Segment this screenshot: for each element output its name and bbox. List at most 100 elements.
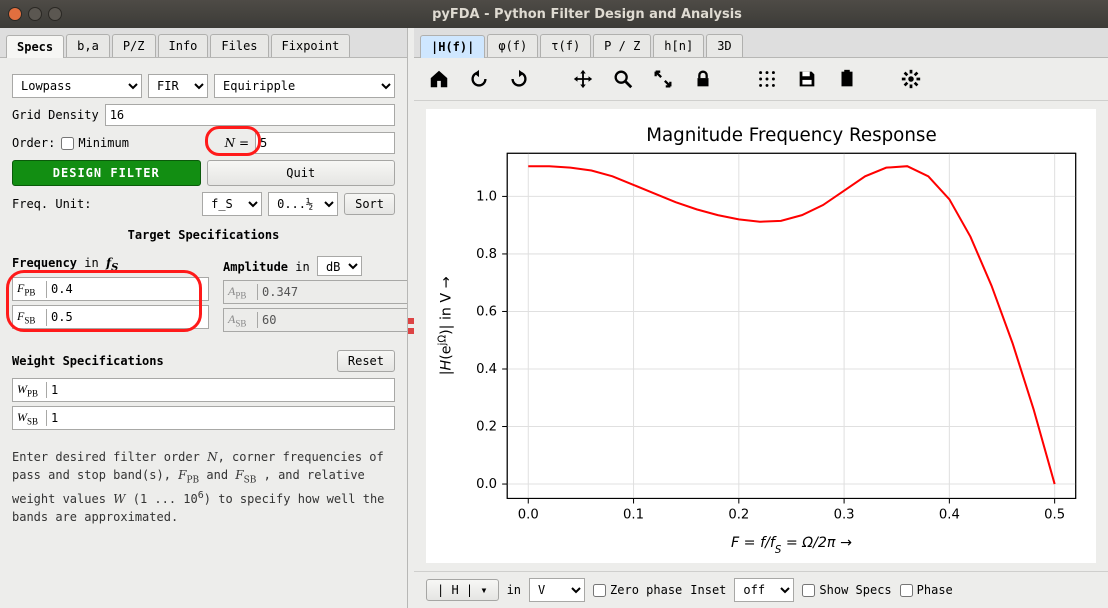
undo-icon[interactable] [466,66,492,92]
h-mode-button[interactable]: | H | ▾ [426,579,499,601]
svg-text:0.4: 0.4 [939,508,960,523]
inset-label: Inset [690,583,726,597]
w-pb-row: WPB [12,378,395,402]
w-sb-input[interactable] [47,407,394,429]
tab-files[interactable]: Files [210,34,268,57]
grid-density-label: Grid Density [12,108,99,122]
frequency-heading: Frequency in fS [12,256,209,273]
w-pb-label: WPB [13,382,47,398]
in-label: in [507,583,521,597]
f-sb-input[interactable] [47,306,208,328]
amplitude-unit-select[interactable]: dB [317,256,362,276]
design-algo-select[interactable]: Equiripple [214,74,395,98]
plot-area: 0.0 0.1 0.2 0.3 0.4 0.5 0.0 0.2 0.4 0.6 0.8 1.0 Magn… [426,109,1096,563]
splitter-handle[interactable] [408,28,414,608]
svg-text:0.0: 0.0 [518,508,539,523]
f-pb-label: FPB [13,281,47,297]
order-label: Order: [12,136,55,150]
tab-specs[interactable]: Specs [6,35,64,58]
inset-select[interactable]: off [734,578,794,602]
magnitude-response-chart: 0.0 0.1 0.2 0.3 0.4 0.5 0.0 0.2 0.4 0.6 0.8 1.0 Magn… [426,109,1096,563]
svg-text:0.4: 0.4 [476,362,497,377]
svg-text:|H(ejΩ)| in V →: |H(ejΩ)| in V → [437,276,455,375]
tab-fixpoint[interactable]: Fixpoint [271,34,351,57]
reset-weights-button[interactable]: Reset [337,350,395,372]
svg-text:0.6: 0.6 [476,305,497,320]
right-tabs: |H(f)| φ(f) τ(f) P / Z h[n] 3D [414,28,1108,58]
svg-text:0.2: 0.2 [476,420,497,435]
window-maximize-button[interactable] [48,7,62,21]
order-n-input[interactable] [255,132,395,154]
redo-icon[interactable] [506,66,532,92]
f-sb-row: FSB [12,305,209,329]
window-titlebar: pyFDA - Python Filter Design and Analysi… [0,0,1108,28]
w-sb-label: WSB [13,410,47,426]
save-icon[interactable] [794,66,820,92]
f-pb-row: FPB [12,277,209,301]
freq-format-select[interactable]: 0...½ [268,192,338,216]
svg-text:0.3: 0.3 [834,508,855,523]
freq-unit-select[interactable]: f_S [202,192,262,216]
tab-hf[interactable]: |H(f)| [420,35,485,58]
w-sb-row: WSB [12,406,395,430]
tab-pz[interactable]: P/Z [112,34,156,57]
hint-text: Enter desired filter order N, corner fre… [12,448,395,526]
tab-tau[interactable]: τ(f) [540,34,591,57]
filter-kind-select[interactable]: FIR [148,74,208,98]
f-pb-input[interactable] [47,278,208,300]
plot-toolbar [414,58,1108,101]
sort-button[interactable]: Sort [344,193,395,215]
fullview-icon[interactable] [650,66,676,92]
design-filter-button[interactable]: DESIGN FILTER [12,160,201,186]
svg-text:0.5: 0.5 [1044,508,1065,523]
specs-panel: Specs b,a P/Z Info Files Fixpoint Lowpas… [0,28,408,608]
grid-density-input[interactable] [105,104,395,126]
svg-text:0.0: 0.0 [476,477,497,492]
svg-text:0.1: 0.1 [623,508,644,523]
svg-text:Magnitude Frequency Response: Magnitude Frequency Response [646,125,936,146]
tab-info[interactable]: Info [158,34,209,57]
plot-panel: |H(f)| φ(f) τ(f) P / Z h[n] 3D [414,28,1108,608]
window-title: pyFDA - Python Filter Design and Analysi… [74,7,1100,22]
y-unit-select[interactable]: V [529,578,585,602]
zoom-icon[interactable] [610,66,636,92]
window-minimize-button[interactable] [28,7,42,21]
clipboard-icon[interactable] [834,66,860,92]
svg-text:0.8: 0.8 [476,247,497,262]
pan-icon[interactable] [570,66,596,92]
svg-text:0.2: 0.2 [728,508,749,523]
a-sb-input [258,309,407,331]
settings-icon[interactable] [898,66,924,92]
order-n-label: N = [225,136,249,150]
w-pb-input[interactable] [47,379,394,401]
tab-pz2[interactable]: P / Z [593,34,651,57]
svg-text:F = f/fS = Ω/2π →: F = f/fS = Ω/2π → [731,535,852,556]
window-close-button[interactable] [8,7,22,21]
plot-bottom-controls: | H | ▾ in V Zero phase Inset off Show S… [414,571,1108,608]
a-pb-input [258,281,407,303]
tab-hn[interactable]: h[n] [653,34,704,57]
a-sb-label: ASB [224,312,258,328]
weight-specs-title: Weight Specifications [12,354,164,368]
a-sb-row: ASB [223,308,407,332]
a-pb-label: APB [224,284,258,300]
lock-icon[interactable] [690,66,716,92]
phase-checkbox[interactable]: Phase [900,583,953,597]
show-specs-checkbox[interactable]: Show Specs [802,583,891,597]
response-type-select[interactable]: Lowpass [12,74,142,98]
tab-phase[interactable]: φ(f) [487,34,538,57]
left-tabs: Specs b,a P/Z Info Files Fixpoint [0,28,407,58]
a-pb-row: APB [223,280,407,304]
tab-3d[interactable]: 3D [706,34,742,57]
zero-phase-checkbox[interactable]: Zero phase [593,583,682,597]
freq-unit-label: Freq. Unit: [12,197,91,211]
f-sb-label: FSB [13,309,47,325]
target-specs-title: Target Specifications [12,228,395,242]
home-icon[interactable] [426,66,452,92]
tab-ba[interactable]: b,a [66,34,110,57]
grid-icon[interactable] [754,66,780,92]
svg-text:1.0: 1.0 [476,189,497,204]
amplitude-heading: Amplitude in dB [223,256,407,276]
order-minimum-checkbox[interactable]: Minimum [61,136,129,150]
quit-button[interactable]: Quit [207,160,396,186]
